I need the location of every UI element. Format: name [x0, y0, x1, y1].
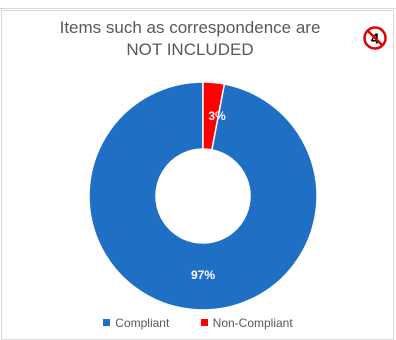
badge-no-symbol-icon: 4	[363, 26, 387, 50]
legend-item-compliant: Compliant	[103, 316, 169, 330]
legend-swatch-compliant	[103, 319, 111, 326]
chart-title: Items such as correspondence are NOT INC…	[40, 17, 340, 61]
legend-item-non-compliant: Non-Compliant	[200, 316, 293, 330]
legend-swatch-non-compliant	[200, 319, 208, 326]
top-strip	[0, 0, 396, 9]
data-label-compliant: 97%	[191, 268, 215, 282]
legend-label-non-compliant: Non-Compliant	[212, 316, 293, 330]
badge-slash	[366, 29, 384, 47]
slice-non-compliant	[202, 81, 226, 151]
data-label-non-compliant: 3%	[208, 109, 226, 123]
chart-title-line-2: NOT INCLUDED	[126, 40, 254, 59]
chart-legend: Compliant Non-Compliant	[0, 316, 396, 330]
doughnut-chart: 97% 3%	[88, 81, 318, 311]
slice-compliant	[88, 81, 318, 311]
chart-title-line-1: Items such as correspondence are	[59, 18, 321, 37]
legend-label-compliant: Compliant	[115, 316, 170, 330]
